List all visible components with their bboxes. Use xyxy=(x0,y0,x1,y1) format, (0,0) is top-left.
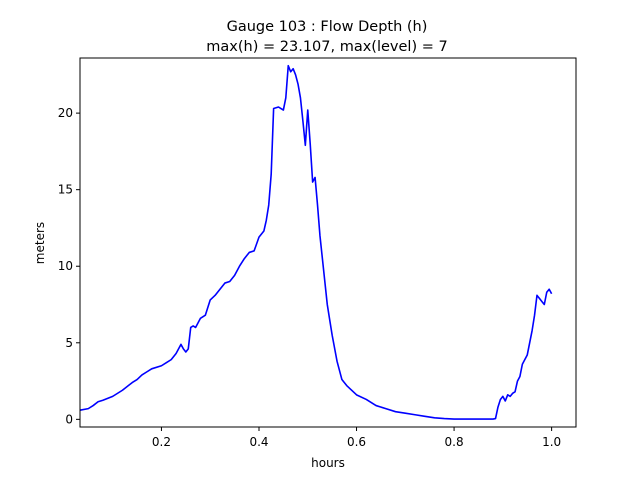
y-axis-label: meters xyxy=(33,222,47,264)
y-tick-label: 5 xyxy=(65,336,73,350)
series-line-0 xyxy=(79,64,553,420)
chart-subtitle: max(h) = 23.107, max(level) = 7 xyxy=(206,39,447,55)
y-tick-label: 15 xyxy=(58,183,73,197)
chart-title: Gauge 103 : Flow Depth (h) xyxy=(227,19,428,35)
x-tick-label: 0.6 xyxy=(347,435,366,449)
plot-frame xyxy=(79,57,577,428)
x-tick-label: 0.8 xyxy=(445,435,464,449)
plot-area xyxy=(79,64,553,420)
y-tick-label: 20 xyxy=(58,106,73,120)
x-tick-label: 0.2 xyxy=(152,435,171,449)
axis-ticks: 0.2 0.4 0.6 0.8 1.0 0 5 10 15 20 xyxy=(58,106,561,449)
x-tick-label: 1.0 xyxy=(542,435,561,449)
y-tick-label: 10 xyxy=(58,259,73,273)
x-axis-label: hours xyxy=(311,456,345,470)
y-tick-label: 0 xyxy=(65,412,73,426)
x-tick-label: 0.4 xyxy=(249,435,268,449)
